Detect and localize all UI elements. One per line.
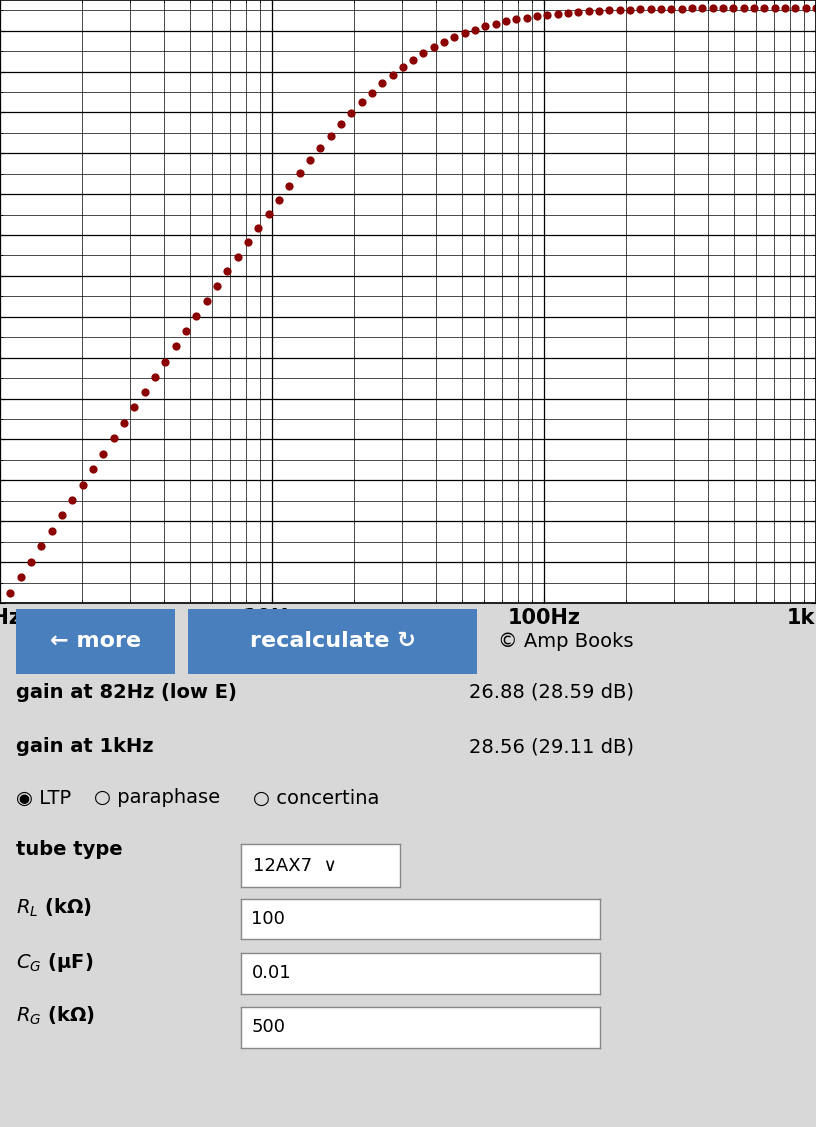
Point [128,399,141,417]
Point [685,0,698,18]
Point [355,94,368,112]
Point [0,600,7,618]
Point [45,522,58,540]
Point [541,6,554,24]
Point [304,151,317,169]
Point [220,263,233,281]
Point [437,33,450,51]
Point [654,0,667,18]
Point [696,0,709,17]
Point [375,74,388,92]
Text: © Amp Books: © Amp Books [498,632,633,650]
Point [386,65,399,83]
Point [665,0,678,18]
Point [55,506,69,524]
Point [262,205,275,223]
Point [809,0,816,17]
Point [583,2,596,20]
Point [24,553,38,571]
Point [428,38,441,56]
Point [459,25,472,43]
Point [242,233,255,251]
Point [169,337,182,355]
Point [159,353,172,371]
Text: ◉ LTP: ◉ LTP [16,789,72,807]
Point [778,0,792,17]
Text: ○ concertina: ○ concertina [253,789,379,807]
Point [490,15,503,33]
Text: tube type: tube type [16,840,123,859]
Text: ○ paraphase: ○ paraphase [94,789,220,807]
Point [397,57,410,76]
Text: $R_G$ (kΩ): $R_G$ (kΩ) [16,1005,95,1027]
Text: gain at 1kHz: gain at 1kHz [16,737,154,756]
Text: 0.01: 0.01 [251,965,291,983]
Point [406,51,419,69]
Point [603,1,616,19]
Point [35,538,48,556]
Text: 100: 100 [251,911,286,929]
Point [561,3,574,21]
Point [118,414,131,432]
Point [644,0,657,18]
Point [366,83,379,101]
Point [768,0,781,17]
Text: ← more: ← more [51,631,141,651]
Point [706,0,719,17]
Point [747,0,761,17]
Point [97,445,110,463]
Text: 500: 500 [251,1019,286,1037]
Point [107,429,120,447]
Point [799,0,812,17]
Point [149,367,162,385]
Point [479,18,492,36]
Point [344,104,357,122]
Point [180,322,193,340]
Point [572,3,585,21]
Point [282,177,295,195]
Point [190,308,203,326]
Point [66,491,79,509]
Point [335,115,348,133]
Text: 28.56 (29.11 dB): 28.56 (29.11 dB) [469,737,634,756]
Point [200,292,213,310]
Point [613,1,626,19]
Point [4,584,17,602]
Point [758,0,771,17]
Text: $R_L$ (kΩ): $R_L$ (kΩ) [16,897,92,919]
Point [521,9,534,27]
Point [675,0,688,18]
Point [86,460,100,478]
Point [211,277,224,295]
Point [293,165,306,183]
Point [251,219,264,237]
Point [510,10,523,28]
Point [313,139,326,157]
Text: 26.88 (28.59 dB): 26.88 (28.59 dB) [469,683,634,702]
Point [499,12,512,30]
Point [273,190,286,208]
Text: $C_G$ (μF): $C_G$ (μF) [16,951,94,974]
Point [623,1,636,19]
Text: 12AX7  ∨: 12AX7 ∨ [254,857,337,875]
Point [634,0,647,18]
Point [14,568,27,586]
Point [716,0,730,17]
Point [76,476,89,494]
Point [231,248,244,266]
Point [417,44,430,62]
Point [737,0,750,17]
Text: recalculate ↻: recalculate ↻ [250,631,415,651]
Point [448,28,461,46]
Point [727,0,740,17]
Point [468,20,481,38]
Point [530,7,543,25]
Point [324,126,337,144]
Point [592,2,605,20]
Point [138,383,151,401]
Point [789,0,802,17]
Text: gain at 82Hz (low E): gain at 82Hz (low E) [16,683,237,702]
Point [552,5,565,23]
